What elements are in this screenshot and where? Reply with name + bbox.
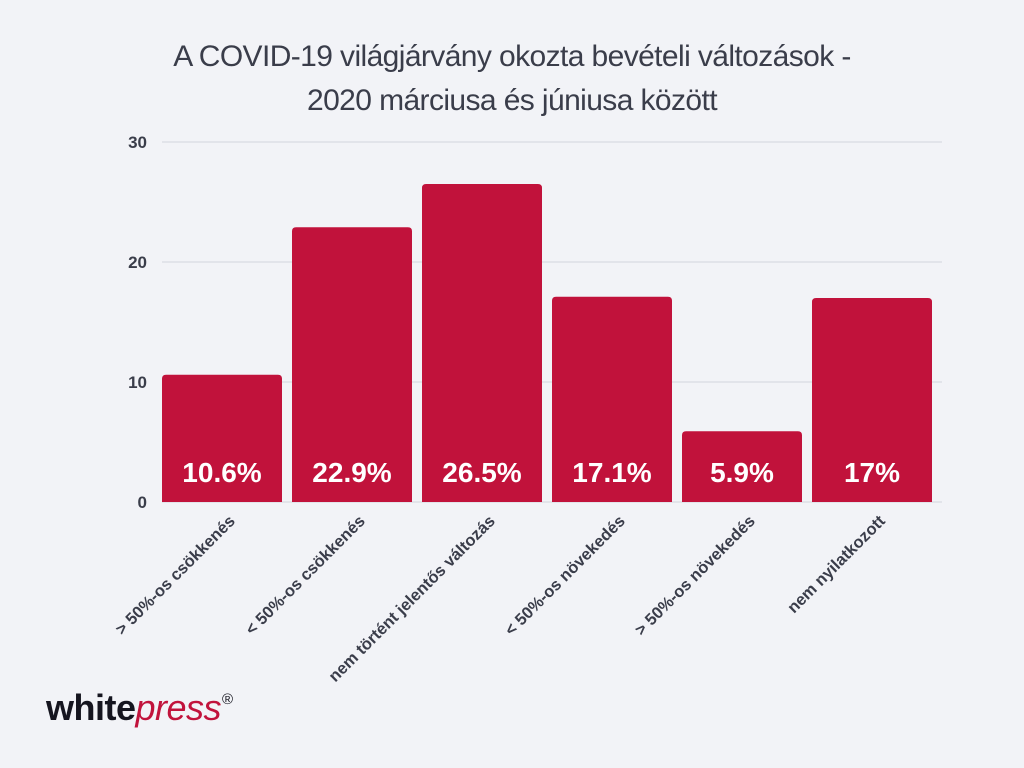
bar [292,227,412,502]
y-tick-label: 30 [128,133,147,152]
bar [812,298,932,502]
y-axis: 0 10 20 30 [128,133,147,512]
data-label: 22.9% [312,457,391,488]
registered-mark: ® [222,691,233,708]
bar [422,184,542,502]
logo-text-white: white [46,687,136,728]
logo-text-press: press [135,687,222,728]
data-label: 17.1% [572,457,651,488]
x-tick-label: > 50%-os csökkenés [112,512,239,639]
data-label: 17% [844,457,900,488]
x-tick-label: > 50%-os növekedés [632,512,759,639]
data-label: 10.6% [182,457,261,488]
data-label: 5.9% [710,457,774,488]
y-tick-label: 10 [128,373,147,392]
whitepress-logo: whitepress® [46,690,233,726]
bar [552,296,672,502]
data-label: 26.5% [442,457,521,488]
chart-title-line-1: A COVID-19 világjárvány okozta bevételi … [173,40,850,73]
x-tick-label: < 50%-os növekedés [502,512,629,639]
chart-title: A COVID-19 világjárvány okozta bevételi … [173,40,851,117]
x-tick-label: < 50%-os csökkenés [242,512,369,639]
chart-title-line-2: 2020 márciusa és júniusa között [307,84,718,117]
x-axis: > 50%-os csökkenés < 50%-os csökkenés nem … [112,512,889,686]
bar [162,374,282,502]
data-labels: 10.6% 22.9% 26.5% 17.1% 5.9% 17% [182,457,900,488]
y-tick-label: 0 [138,493,147,512]
x-tick-label: nem nyilatkozott [784,512,889,617]
y-tick-label: 20 [128,253,147,272]
bar [682,431,802,502]
bars [162,184,932,502]
